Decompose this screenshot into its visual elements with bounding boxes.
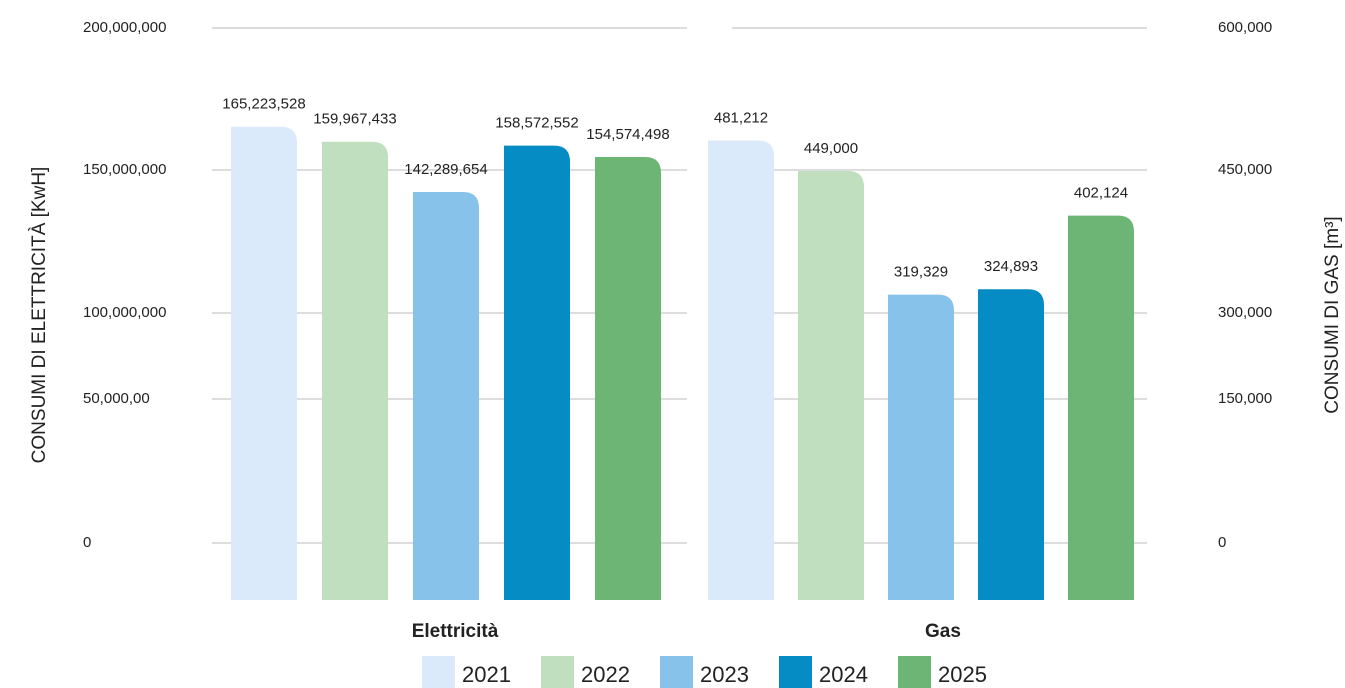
legend-swatch [779,656,812,688]
y-tick-label: 600,000 [1218,19,1272,36]
y-tick-label: 150,000,000 [83,161,166,178]
bar [1068,215,1134,600]
value-label: 402,124 [1074,185,1128,202]
legend-swatch [422,656,455,688]
axis-label: CONSUMI DI ELETTRICITÀ [KwH] [29,167,50,464]
y-tick-label: 300,000 [1218,304,1272,321]
legend-swatch [660,656,693,688]
legend-label: 2023 [700,662,749,687]
value-label: 481,212 [714,109,768,126]
y-tick-label: 450,000 [1218,161,1272,178]
y-tick-label: 50,000,00 [83,390,150,407]
value-label: 142,289,654 [404,161,487,178]
bar [322,141,388,600]
value-label: 319,329 [894,264,948,281]
group-title: Elettricità [412,621,499,642]
bar [798,170,864,600]
value-label: 165,223,528 [222,96,305,113]
legend-label: 2022 [581,662,630,687]
y-tick-label: 150,000 [1218,390,1272,407]
legend-label: 2025 [938,662,987,687]
bar [231,126,297,600]
bar [708,140,774,600]
y-tick-label: 200,000,000 [83,19,166,36]
bar [888,294,954,600]
legend-swatch [898,656,931,688]
value-label: 159,967,433 [313,111,396,128]
y-tick-label: 0 [83,534,91,551]
value-label: 154,574,498 [586,126,669,143]
value-label: 324,893 [984,258,1038,275]
value-label: 158,572,552 [495,115,578,132]
legend-swatch [541,656,574,688]
bar [978,289,1044,600]
bar [595,157,661,600]
bar [504,145,570,601]
bar [413,192,479,601]
value-label: 449,000 [804,140,858,157]
y-tick-label: 0 [1218,534,1226,551]
axis-label: CONSUMI DI GAS [m³] [1322,216,1343,413]
legend-label: 2024 [819,662,868,687]
y-tick-label: 100,000,000 [83,304,166,321]
legend-label: 2021 [462,662,511,687]
group-title: Gas [925,621,961,642]
